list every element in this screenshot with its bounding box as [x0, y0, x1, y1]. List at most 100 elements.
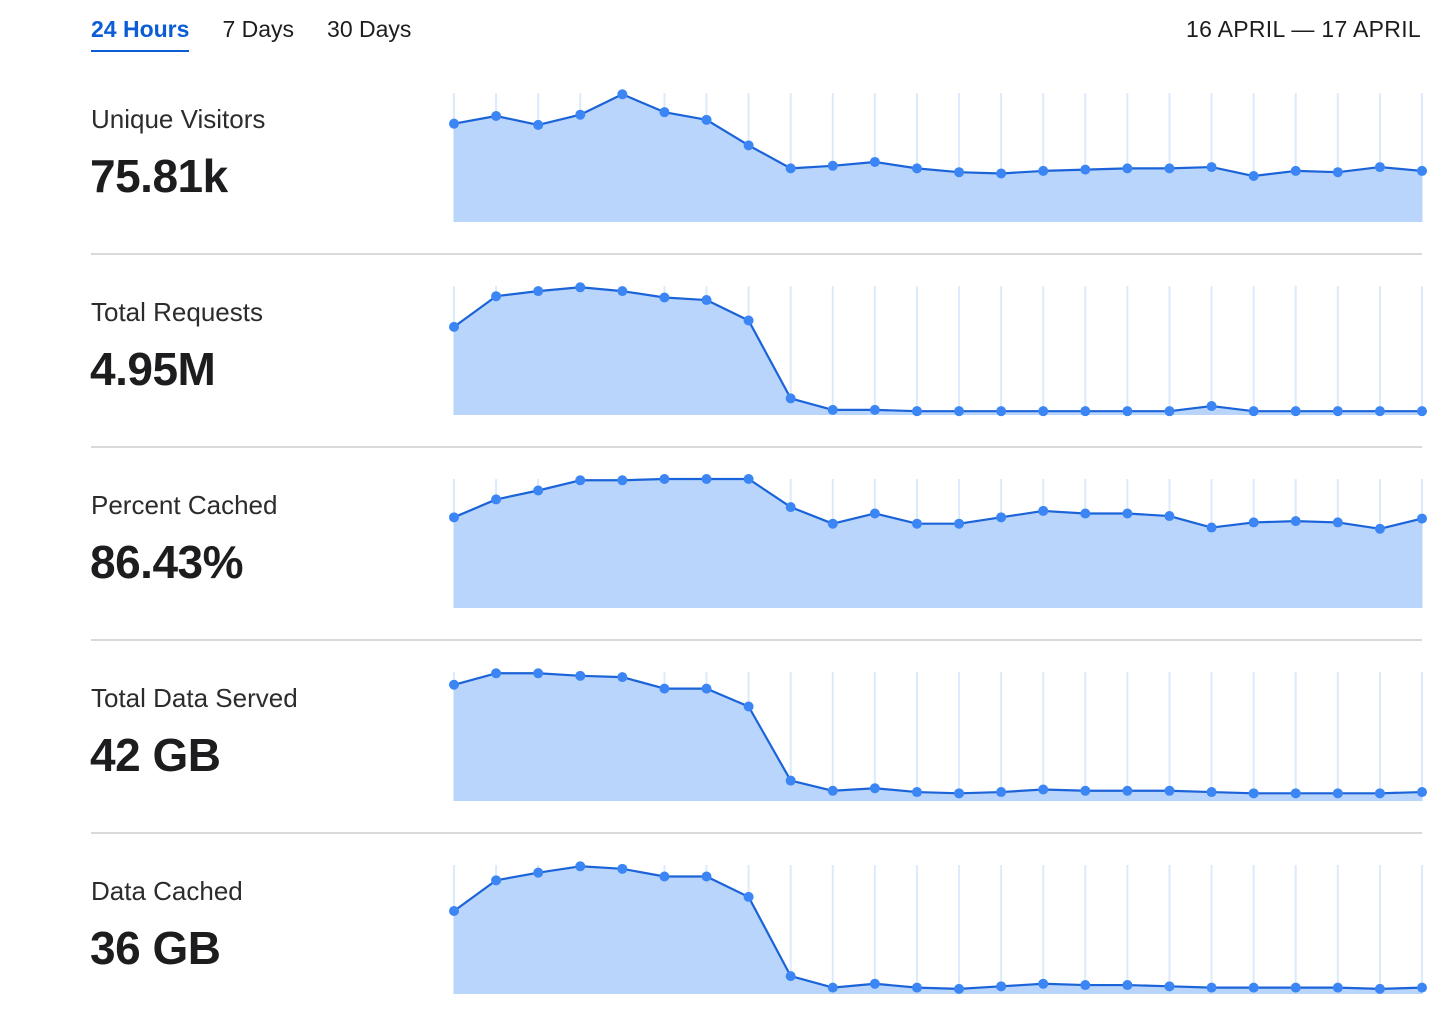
data-point[interactable] — [1248, 171, 1259, 182]
data-point[interactable] — [659, 474, 670, 484]
data-point[interactable] — [575, 282, 586, 293]
data-point[interactable] — [1417, 165, 1427, 176]
data-point[interactable] — [1332, 982, 1343, 993]
data-point[interactable] — [1290, 165, 1301, 176]
data-point[interactable] — [659, 107, 670, 118]
data-point[interactable] — [1038, 978, 1049, 989]
data-point[interactable] — [1206, 162, 1217, 173]
data-point[interactable] — [954, 167, 965, 178]
data-point[interactable] — [1248, 788, 1259, 799]
data-point[interactable] — [869, 978, 880, 989]
data-point[interactable] — [1164, 981, 1175, 992]
data-point[interactable] — [1332, 167, 1343, 178]
data-point[interactable] — [785, 775, 796, 786]
data-point[interactable] — [449, 321, 459, 332]
data-point[interactable] — [1417, 406, 1427, 417]
data-point[interactable] — [954, 518, 965, 529]
data-point[interactable] — [533, 668, 544, 679]
data-point[interactable] — [1290, 516, 1301, 527]
data-point[interactable] — [575, 861, 586, 872]
data-point[interactable] — [1417, 787, 1427, 798]
data-point[interactable] — [827, 160, 838, 171]
data-point[interactable] — [1164, 163, 1175, 174]
data-point[interactable] — [1122, 508, 1133, 519]
data-point[interactable] — [701, 114, 712, 125]
data-point[interactable] — [449, 118, 459, 129]
data-point[interactable] — [1374, 162, 1385, 173]
data-point[interactable] — [1417, 513, 1427, 524]
data-point[interactable] — [449, 512, 459, 523]
data-point[interactable] — [1206, 982, 1217, 993]
data-point[interactable] — [954, 788, 965, 799]
data-point[interactable] — [491, 494, 502, 505]
data-point[interactable] — [617, 475, 628, 486]
data-point[interactable] — [1332, 406, 1343, 417]
tab-30-days[interactable]: 30 Days — [327, 16, 412, 42]
data-point[interactable] — [869, 156, 880, 167]
data-point[interactable] — [575, 475, 586, 486]
data-point[interactable] — [827, 785, 838, 796]
data-point[interactable] — [1080, 980, 1091, 991]
data-point[interactable] — [1374, 983, 1385, 994]
data-point[interactable] — [491, 291, 502, 302]
data-point[interactable] — [996, 406, 1007, 417]
data-point[interactable] — [533, 286, 544, 297]
data-point[interactable] — [1038, 406, 1049, 417]
data-point[interactable] — [1374, 523, 1385, 534]
data-point[interactable] — [996, 512, 1007, 523]
data-point[interactable] — [911, 518, 922, 529]
data-point[interactable] — [1248, 982, 1259, 993]
data-point[interactable] — [743, 701, 754, 712]
data-point[interactable] — [659, 683, 670, 694]
data-point[interactable] — [954, 406, 965, 417]
data-point[interactable] — [617, 672, 628, 683]
data-point[interactable] — [1122, 980, 1133, 991]
data-point[interactable] — [1122, 406, 1133, 417]
data-point[interactable] — [533, 867, 544, 878]
data-point[interactable] — [911, 163, 922, 174]
tab-7-days[interactable]: 7 Days — [222, 16, 295, 42]
data-point[interactable] — [701, 295, 712, 306]
data-point[interactable] — [617, 863, 628, 874]
data-point[interactable] — [701, 871, 712, 882]
data-point[interactable] — [785, 163, 796, 174]
data-point[interactable] — [1164, 785, 1175, 796]
data-point[interactable] — [996, 981, 1007, 992]
data-point[interactable] — [996, 168, 1007, 179]
data-point[interactable] — [449, 679, 459, 690]
data-point[interactable] — [1206, 522, 1217, 533]
data-point[interactable] — [533, 119, 544, 130]
data-point[interactable] — [1248, 517, 1259, 528]
data-point[interactable] — [1206, 401, 1217, 412]
data-point[interactable] — [1290, 982, 1301, 993]
data-point[interactable] — [659, 292, 670, 303]
data-point[interactable] — [1290, 788, 1301, 799]
data-point[interactable] — [743, 140, 754, 151]
data-point[interactable] — [869, 404, 880, 415]
data-point[interactable] — [1122, 785, 1133, 796]
data-point[interactable] — [785, 502, 796, 513]
data-point[interactable] — [701, 683, 712, 694]
data-point[interactable] — [491, 668, 502, 679]
data-point[interactable] — [785, 393, 796, 404]
tab-24-hours[interactable]: 24 Hours — [91, 14, 190, 52]
data-point[interactable] — [1122, 163, 1133, 174]
data-point[interactable] — [743, 315, 754, 326]
data-point[interactable] — [701, 474, 712, 484]
data-point[interactable] — [491, 110, 502, 121]
data-point[interactable] — [1038, 505, 1049, 516]
data-point[interactable] — [1080, 508, 1091, 519]
data-point[interactable] — [954, 983, 965, 994]
data-point[interactable] — [1164, 406, 1175, 417]
data-point[interactable] — [1080, 164, 1091, 175]
data-point[interactable] — [911, 406, 922, 417]
data-point[interactable] — [1374, 788, 1385, 799]
data-point[interactable] — [659, 871, 670, 882]
data-point[interactable] — [1332, 788, 1343, 799]
data-point[interactable] — [617, 286, 628, 297]
data-point[interactable] — [869, 783, 880, 794]
data-point[interactable] — [1374, 406, 1385, 417]
data-point[interactable] — [533, 485, 544, 496]
data-point[interactable] — [1080, 406, 1091, 417]
data-point[interactable] — [743, 474, 754, 484]
